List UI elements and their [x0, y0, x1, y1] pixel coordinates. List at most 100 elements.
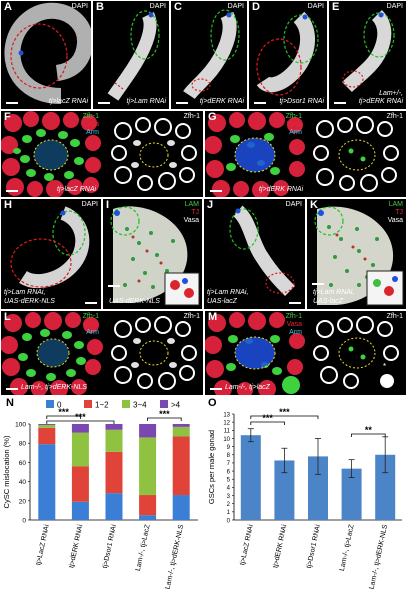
bar-segment	[172, 436, 190, 496]
y-tick-label: 0	[227, 518, 231, 524]
bar	[240, 435, 261, 520]
bar-segment	[38, 444, 56, 520]
panel-b: B DAPI tj>Lam RNAi	[93, 1, 169, 109]
scale-bar	[312, 283, 324, 285]
x-tick-label: tj>Dsor1 RNAi	[306, 524, 322, 569]
y-tick-label: 8	[227, 453, 231, 459]
y-tick-label: 1	[227, 510, 231, 516]
scale-bar	[108, 285, 120, 287]
genotype-label: tj>lacZ RNAi	[48, 98, 88, 105]
panel-e: E DAPI Lam+/-, tj>dERK RNAi	[329, 1, 406, 109]
scale-bar	[98, 102, 110, 104]
bar-segment	[38, 424, 56, 428]
panel-letter: D	[252, 1, 260, 13]
marker-vasa: Vasa	[286, 121, 302, 128]
significance-label: ***	[262, 413, 273, 423]
panel-g-image	[205, 112, 399, 197]
scale-bar	[289, 302, 301, 304]
panel-letter: M	[208, 311, 218, 323]
y-tick-label: 60	[19, 460, 27, 467]
panel-letter: C	[174, 1, 182, 13]
marker-labels: Zfh-1 Vasa Arm	[286, 313, 302, 337]
panel-m: * M Zfh-1 Vasa Arm Zfh-1 Lam-/-, tj>lacZ	[205, 311, 406, 395]
legend-swatch	[46, 400, 54, 408]
x-tick-label: Lam-/-, tj>dERK-NLS	[369, 524, 390, 590]
marker-arm: Arm	[86, 329, 99, 336]
x-tick-label: Lam-/-, tj>dERK-NLS	[165, 524, 186, 590]
panel-c-image	[183, 9, 240, 100]
y-tick-label: 9	[227, 445, 231, 451]
bar-segment	[172, 426, 190, 437]
significance-bracket	[46, 420, 115, 424]
significance-bracket	[46, 415, 81, 419]
panel-d: D DAPI tj>Dsor1 RNAi	[249, 1, 327, 109]
stain-label: DAPI	[149, 3, 166, 10]
panel-letter: O	[208, 397, 217, 409]
genotype-label: tj>Lam RNAi	[126, 98, 166, 105]
bar-segment	[38, 427, 56, 445]
panel-i-image	[110, 206, 200, 306]
scale-bar	[176, 102, 188, 104]
genotype-label-1: tj>Lam RNAi,	[207, 289, 249, 296]
panel-d-image	[256, 11, 319, 96]
marker-vasa: Vasa	[183, 217, 199, 224]
significance-label: ***	[58, 407, 69, 417]
significance-bracket	[250, 421, 285, 425]
marker-zfh: Zfh-1	[82, 113, 99, 120]
y-tick-label: 80	[19, 441, 27, 448]
bar-segment	[71, 432, 89, 467]
marker-zfh: Zfh-1	[82, 313, 99, 320]
panel-letter: N	[6, 397, 14, 409]
panel-letter: F	[4, 111, 11, 123]
panel-letter: H	[4, 199, 12, 211]
right-channel-label: Zfh-1	[386, 313, 403, 320]
panel-h-image	[10, 206, 90, 289]
panel-f-image	[1, 111, 197, 197]
marker-tj: TJ	[191, 209, 199, 216]
genotype-label-2: UAS-lacZ	[313, 298, 343, 305]
scale-bar	[334, 102, 346, 104]
scale-bar	[6, 190, 18, 192]
panel-j-image	[229, 205, 295, 296]
y-tick-label: 13	[223, 412, 230, 418]
significance-label: ***	[75, 412, 86, 422]
legend-label: >4	[171, 401, 181, 410]
marker-labels: LAM TJ Vasa	[388, 201, 403, 225]
genotype-label-2: tj>dERK RNAi	[358, 98, 403, 105]
bar-segment	[105, 493, 123, 520]
x-tick-label: tj>dERK RNAi	[272, 524, 288, 569]
x-tick-label: tj>dERK RNAi	[68, 524, 84, 569]
marker-vasa: Vasa	[83, 121, 99, 128]
marker-labels: Zfh-1 Vasa Arm	[83, 313, 99, 337]
marker-zfh: Zfh-1	[285, 313, 302, 320]
scale-bar	[6, 102, 18, 104]
marker-vasa: Vasa	[286, 321, 302, 328]
chart-n: N 0 1~2 3~4 >4 0 20 40 60 80 100 CySC mislocation (…	[2, 397, 198, 590]
legend-label: 1~2	[95, 401, 109, 410]
y-tick-label: 11	[224, 429, 231, 435]
panel-letter: A	[4, 1, 12, 13]
panel-a-image	[4, 2, 91, 104]
y-axis-label: GSCs per male gonad	[207, 430, 216, 504]
scale-bar	[210, 388, 222, 390]
panel-letter: E	[332, 1, 340, 13]
panel-h: H DAPI tj>Lam RNAi, UAS-dERK-NLS	[1, 199, 101, 309]
panel-l-image	[1, 312, 197, 395]
marker-lam: LAM	[388, 201, 403, 208]
panel-c: C DAPI tj>dERK RNAi	[171, 1, 247, 109]
panel-b-image	[107, 10, 160, 101]
legend-label: 0	[57, 401, 62, 410]
stain-label: DAPI	[71, 3, 88, 10]
significance-bracket	[147, 417, 182, 421]
y-tick-label: 5	[227, 478, 231, 484]
bar-segment	[139, 495, 157, 516]
bar	[341, 468, 362, 520]
genotype-label: tj>dERK RNAi	[259, 186, 304, 193]
marker-vasa: Vasa	[83, 321, 99, 328]
y-tick-label: 7	[227, 461, 231, 467]
legend-swatch	[84, 400, 92, 408]
genotype-label: tj>dERK RNAi	[199, 98, 244, 105]
x-tick-label: tj>LacZ RNAi	[35, 524, 51, 566]
marker-arm: Arm	[86, 129, 99, 136]
